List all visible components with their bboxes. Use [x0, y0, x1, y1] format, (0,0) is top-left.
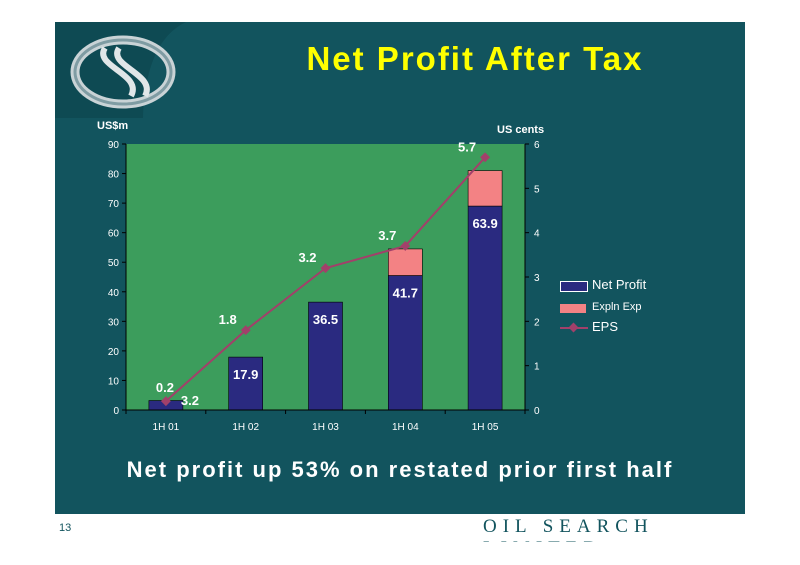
bar-net-profit	[467, 205, 503, 411]
legend-eps-marker	[560, 322, 588, 333]
y-tick-label: 70	[108, 199, 120, 210]
data-label-eps: 3.2	[298, 250, 316, 265]
legend-net-profit-label: Net Profit	[592, 277, 647, 292]
y2-tick-label: 3	[534, 273, 540, 284]
y2-tick-label: 4	[534, 229, 540, 240]
y2-tick-label: 6	[534, 140, 540, 151]
bar-net-profit	[228, 356, 263, 411]
y-tick-label: 50	[108, 258, 120, 269]
y-tick-label: 60	[108, 229, 120, 240]
y-tick-label: 40	[108, 288, 120, 299]
x-tick-label: 1H 05	[472, 422, 499, 433]
x-tick-label: 1H 02	[232, 422, 259, 433]
footer-divider	[55, 512, 745, 514]
x-tick-label: 1H 03	[312, 422, 339, 433]
data-label-eps: 5.7	[458, 139, 476, 154]
net-profit-chart: US$m US cents 3.2 17.9 36.5 41.7 63.9 0.2 1.8 3…	[97, 120, 544, 433]
oil-search-logo	[55, 22, 187, 118]
y2-tick-label: 5	[534, 184, 540, 195]
y-tick-label: 30	[108, 317, 120, 328]
data-label-net-profit: 41.7	[393, 286, 418, 301]
legend-eps-label: EPS	[592, 319, 619, 334]
data-label-eps: 1.8	[219, 312, 237, 327]
footer-bar	[55, 512, 745, 542]
x-tick-label: 1H 01	[153, 422, 180, 433]
data-label-eps: 3.7	[378, 228, 396, 243]
headline: Net profit up 53% on restated prior firs…	[126, 457, 674, 482]
y2-tick-label: 2	[534, 317, 540, 328]
chart-legend: Net Profit Expln Exp EPS	[560, 262, 700, 372]
data-label-net-profit: 17.9	[233, 367, 258, 382]
data-label-net-profit: 63.9	[472, 216, 497, 231]
company-wordmark: OIL SEARCH LIMITED	[483, 516, 654, 542]
data-label-eps: 0.2	[156, 380, 174, 395]
y-tick-label: 0	[113, 406, 119, 417]
bar-expln-exp	[467, 170, 503, 207]
slide-title: Net Profit After Tax	[306, 40, 644, 77]
y2-tick-label: 0	[534, 406, 540, 417]
y-tick-label: 10	[108, 376, 120, 387]
legend-expln-exp-label: Expln Exp	[592, 301, 642, 313]
slide: Net Profit After Tax US$m US cents 3.2 17…	[55, 22, 745, 542]
legend-expln-exp-swatch	[560, 304, 586, 313]
bar-net-profit	[308, 301, 343, 411]
eps-point	[240, 325, 251, 336]
y-tick-label: 90	[108, 140, 120, 151]
eps-point	[400, 241, 411, 251]
bar-expln-exp	[387, 248, 423, 276]
y-tick-label: 80	[108, 170, 120, 181]
y-tick-label: 20	[108, 347, 120, 358]
y-axis-title: US$m	[97, 120, 128, 132]
page-number: 13	[59, 522, 72, 534]
x-tick-label: 1H 04	[392, 422, 419, 433]
y2-tick-label: 1	[534, 362, 540, 373]
legend-net-profit-swatch	[560, 281, 588, 292]
data-label-net-profit: 3.2	[181, 393, 199, 408]
data-label-net-profit: 36.5	[313, 312, 338, 327]
y2-axis-title: US cents	[497, 124, 544, 136]
